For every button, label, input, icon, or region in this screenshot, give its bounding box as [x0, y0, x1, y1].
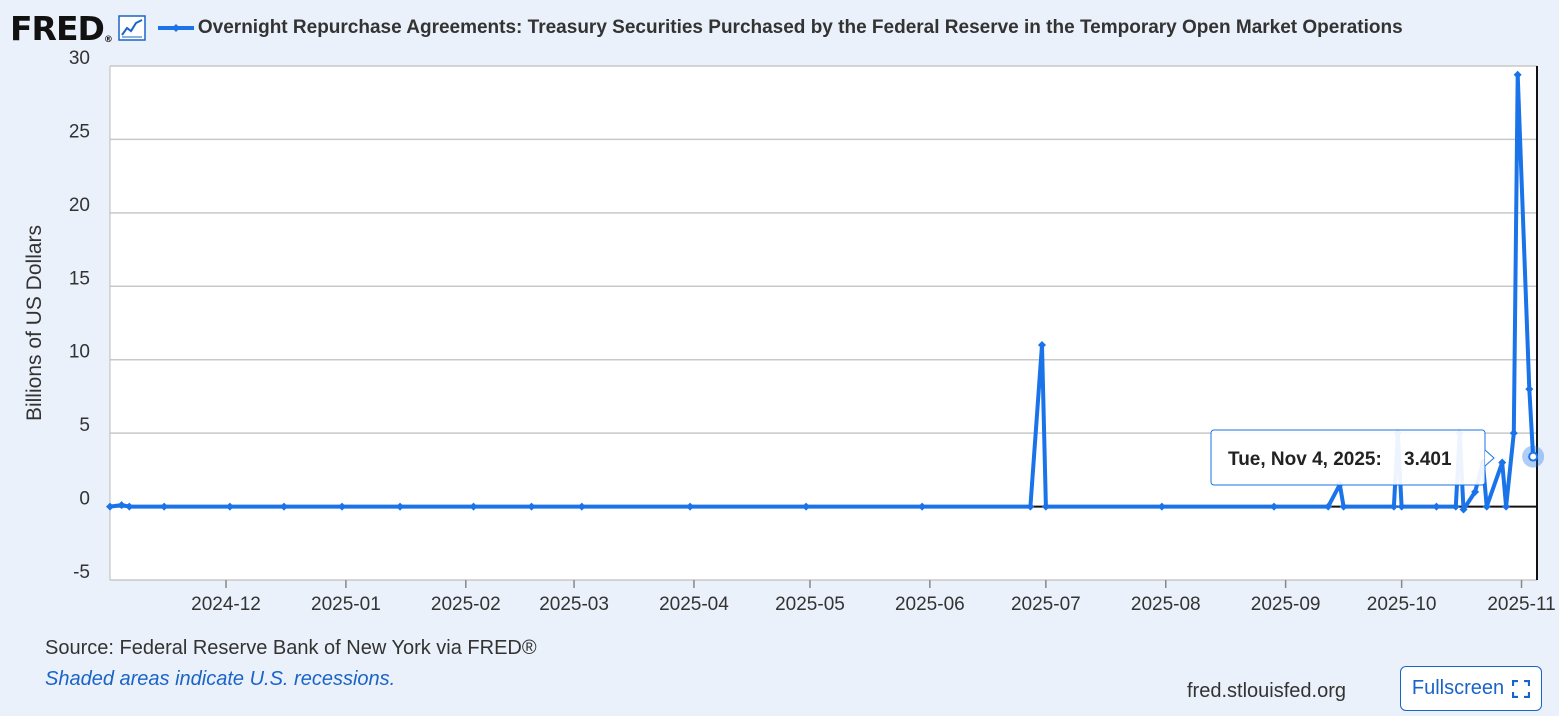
data-point: [1509, 429, 1518, 438]
data-point: [1482, 502, 1491, 511]
fullscreen-button[interactable]: Fullscreen: [1400, 666, 1542, 711]
data-point: [106, 502, 114, 511]
data-point: [338, 502, 347, 511]
x-tick-label: 2025-06: [895, 594, 965, 615]
series-line: [109, 72, 1536, 512]
data-point: [1451, 502, 1460, 511]
fred-logo[interactable]: FRED®: [10, 8, 113, 48]
y-tick-label: 10: [69, 342, 90, 363]
x-tick-label: 2025-04: [659, 594, 729, 615]
data-point: [125, 502, 134, 511]
data-point: [1037, 341, 1046, 350]
y-tick-label: 20: [69, 195, 90, 216]
tooltip-pointer: [1484, 449, 1495, 467]
x-tick-label: 2025-03: [539, 594, 609, 615]
data-point: [527, 502, 536, 511]
data-point: [280, 502, 289, 511]
data-point: [1026, 502, 1035, 511]
hover-point: [1528, 451, 1539, 462]
data-point: [1471, 487, 1480, 496]
data-point: [1041, 502, 1050, 511]
x-tick-label: 2025-08: [1131, 594, 1201, 615]
tooltip-value: 3.401: [1404, 449, 1452, 470]
x-tick-label: 2025-09: [1251, 594, 1321, 615]
data-point: [1525, 385, 1534, 394]
x-tick-label: 2025-05: [775, 594, 845, 615]
chart-header: FRED® Overnight Repurchase Agreements: T…: [10, 8, 1403, 48]
y-axis-label: Billions of US Dollars: [23, 225, 46, 421]
data-point: [160, 502, 169, 511]
data-point: [1498, 458, 1507, 467]
x-tick-label: 2025-01: [311, 594, 381, 615]
y-tick-label: 5: [79, 415, 90, 436]
data-point: [1389, 502, 1398, 511]
chart-title: Overnight Repurchase Agreements: Treasur…: [197, 17, 1403, 38]
data-point: [1397, 502, 1406, 511]
y-tick-label: 25: [69, 121, 90, 142]
y-tick-label: 15: [69, 268, 90, 289]
fullscreen-icon: [1512, 679, 1531, 698]
data-point: [686, 502, 695, 511]
x-tick-label: 2025-10: [1367, 594, 1437, 615]
x-tick-label: 2025-07: [1011, 594, 1081, 615]
data-point: [1157, 502, 1166, 511]
data-point: [1270, 502, 1279, 511]
data-point: [1459, 505, 1468, 514]
source-note: Source: Federal Reserve Bank of New York…: [45, 637, 537, 659]
data-point: [1432, 502, 1441, 511]
data-point: [1339, 502, 1348, 511]
data-point: [1502, 502, 1511, 511]
legend-line-icon: [157, 24, 194, 32]
x-tick-label: 2025-11: [1487, 594, 1555, 615]
recession-note[interactable]: Shaded areas indicate U.S. recessions.: [45, 668, 396, 690]
data-point: [469, 502, 478, 511]
chart-area: 30 25 20 15 10 5 0 -5 2024-12 2025-01 2025-02 2025-…: [23, 48, 1556, 615]
data-point: [1513, 70, 1522, 79]
data-point: [117, 501, 126, 510]
fullscreen-label: Fullscreen: [1411, 677, 1505, 699]
data-point: [396, 502, 405, 511]
data-point: [918, 502, 927, 511]
plot-background: [110, 66, 1537, 580]
data-point: [225, 502, 234, 511]
data-point: [1324, 502, 1333, 511]
y-tick-label: 30: [69, 48, 90, 69]
site-url[interactable]: fred.stlouisfed.org: [1187, 680, 1346, 702]
y-tick-label: -5: [73, 562, 90, 583]
x-tick-label: 2025-02: [431, 594, 501, 615]
data-point: [802, 502, 811, 511]
x-tick-label: 2024-12: [191, 594, 261, 615]
data-point: [577, 502, 586, 511]
graph-icon[interactable]: [118, 15, 146, 41]
y-tick-label: 0: [79, 489, 90, 510]
tooltip-date: Tue, Nov 4, 2025:: [1228, 449, 1382, 470]
